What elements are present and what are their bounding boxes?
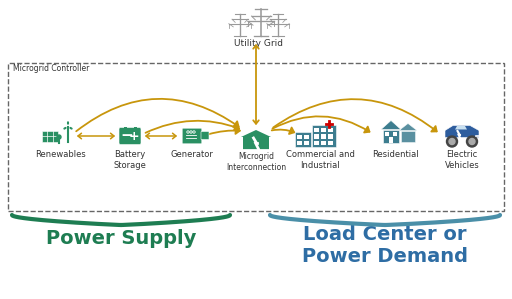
- FancyBboxPatch shape: [314, 127, 319, 132]
- Text: Commercial and
Industrial: Commercial and Industrial: [286, 150, 354, 170]
- Polygon shape: [399, 123, 417, 130]
- FancyBboxPatch shape: [42, 130, 58, 141]
- Polygon shape: [455, 126, 467, 129]
- Polygon shape: [445, 126, 479, 138]
- FancyBboxPatch shape: [304, 141, 309, 145]
- FancyBboxPatch shape: [297, 135, 302, 139]
- Text: Power Supply: Power Supply: [46, 229, 196, 248]
- FancyBboxPatch shape: [321, 127, 326, 132]
- FancyBboxPatch shape: [385, 132, 389, 136]
- FancyBboxPatch shape: [383, 129, 399, 143]
- FancyBboxPatch shape: [312, 125, 336, 147]
- Circle shape: [466, 136, 478, 147]
- Circle shape: [469, 138, 475, 144]
- FancyBboxPatch shape: [321, 134, 326, 138]
- FancyBboxPatch shape: [389, 137, 393, 143]
- Text: +: +: [129, 129, 139, 143]
- Text: Utility Grid: Utility Grid: [234, 39, 284, 48]
- FancyBboxPatch shape: [328, 134, 333, 138]
- Text: Microgrid Controller: Microgrid Controller: [13, 64, 90, 73]
- Text: Residential: Residential: [372, 150, 418, 159]
- Polygon shape: [381, 120, 401, 129]
- Text: −: −: [120, 128, 133, 143]
- FancyBboxPatch shape: [123, 126, 126, 129]
- FancyBboxPatch shape: [314, 134, 319, 138]
- FancyBboxPatch shape: [328, 141, 333, 145]
- Polygon shape: [241, 130, 271, 137]
- FancyBboxPatch shape: [243, 137, 269, 150]
- FancyBboxPatch shape: [119, 127, 141, 144]
- Text: Microgrid
Interconnection: Microgrid Interconnection: [226, 152, 286, 172]
- FancyBboxPatch shape: [328, 127, 333, 132]
- Circle shape: [449, 138, 455, 144]
- FancyBboxPatch shape: [314, 141, 319, 145]
- Circle shape: [446, 136, 458, 147]
- FancyBboxPatch shape: [134, 126, 137, 129]
- Text: Battery
Storage: Battery Storage: [114, 150, 146, 170]
- FancyBboxPatch shape: [182, 128, 202, 144]
- Text: Electric
Vehicles: Electric Vehicles: [444, 150, 479, 170]
- FancyBboxPatch shape: [304, 135, 309, 139]
- FancyBboxPatch shape: [321, 141, 326, 145]
- FancyBboxPatch shape: [401, 130, 415, 141]
- Text: Generator: Generator: [170, 150, 214, 159]
- Circle shape: [57, 135, 61, 139]
- FancyBboxPatch shape: [393, 132, 397, 136]
- Text: Load Center or
Power Demand: Load Center or Power Demand: [302, 225, 468, 266]
- Text: Renewables: Renewables: [35, 150, 86, 159]
- FancyBboxPatch shape: [201, 132, 209, 140]
- FancyBboxPatch shape: [297, 141, 302, 145]
- FancyBboxPatch shape: [295, 132, 311, 147]
